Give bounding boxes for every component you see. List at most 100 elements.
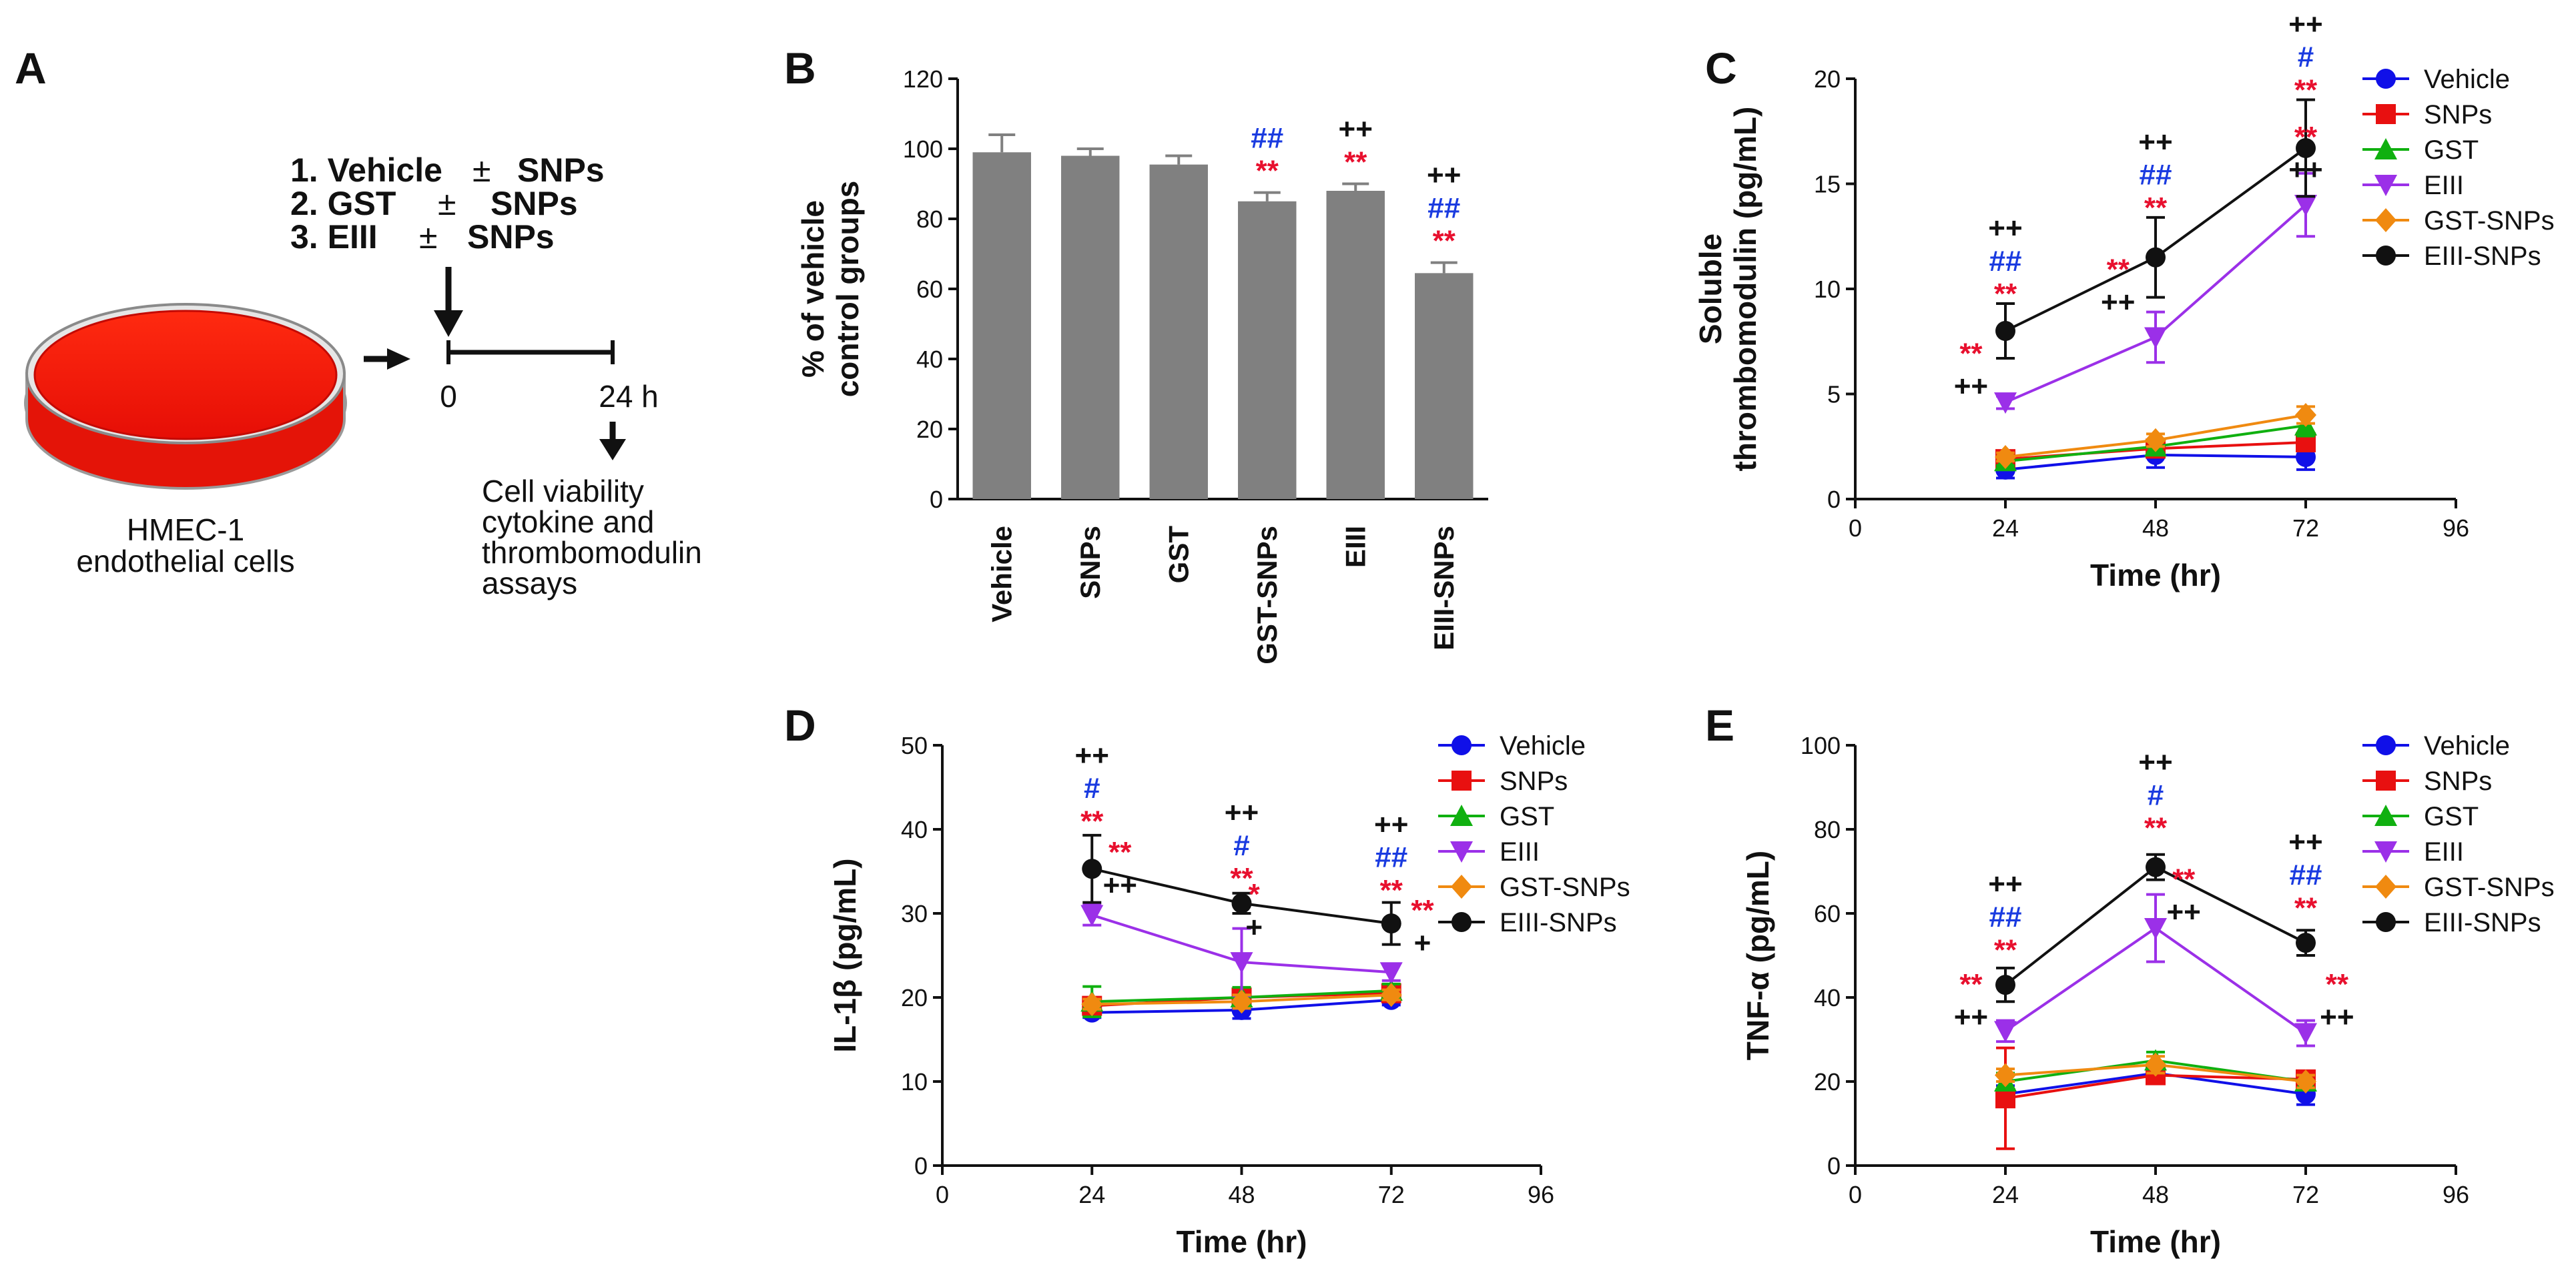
significance-marker: ## xyxy=(1989,245,2022,278)
y-tick-label: 80 xyxy=(1814,816,1841,843)
significance-marker: ** xyxy=(1380,874,1403,907)
bar xyxy=(1149,164,1208,499)
data-point xyxy=(1995,1063,2016,1088)
x-tick-label: 72 xyxy=(2292,1181,2319,1208)
x-tick-label: 0 xyxy=(936,1181,949,1208)
significance-marker: ++ xyxy=(2101,286,2135,319)
data-point xyxy=(2374,805,2397,826)
y-axis-title: IL-1β (pg/mL) xyxy=(828,858,862,1052)
data-point xyxy=(1379,962,1403,984)
significance-marker: ++ xyxy=(1339,113,1373,145)
category-label: GST xyxy=(1163,526,1194,584)
assay-arrow-head-icon xyxy=(599,439,626,460)
legend-label: SNPs xyxy=(2424,100,2492,129)
series-eiii xyxy=(1994,171,2317,414)
y-tick-label: 20 xyxy=(916,416,943,443)
chart-c-thrombomodulin: 0 5 10 15 20 Soluble thrombomodulin (pg/mL) 0 24… xyxy=(1693,8,2555,592)
significance-marker: ++ xyxy=(1954,1001,1988,1033)
data-point xyxy=(1081,992,1103,1017)
assay-label-3: thrombomodulin xyxy=(482,535,702,570)
legend-label: GST xyxy=(1500,802,1554,831)
petri-dish-icon xyxy=(24,303,347,490)
y-axis-title: Soluble xyxy=(1693,234,1728,344)
data-point xyxy=(1994,392,2017,414)
significance-marker: ++ xyxy=(2288,8,2322,41)
legend-label: Vehicle xyxy=(2424,65,2510,94)
data-point xyxy=(2296,137,2316,158)
x-tick-label: 72 xyxy=(1378,1181,1405,1208)
y-tick-label: 40 xyxy=(1814,984,1841,1011)
y-tick-label: 40 xyxy=(916,346,943,373)
significance-marker: ## xyxy=(1427,191,1460,224)
data-point xyxy=(2295,1070,2316,1094)
chart-b-bar: 0 20 40 60 80 100 120 % of vehicle control group… xyxy=(795,65,1488,665)
legend: Vehicle SNPs GST EIII GST-SNPs EIII-SNPs xyxy=(2362,65,2555,271)
significance-marker: ++ xyxy=(1954,370,1988,403)
pm-symbol-3: ± xyxy=(419,218,437,256)
bar xyxy=(1326,191,1385,499)
x-tick-label: 24 xyxy=(1992,1181,2019,1208)
bar xyxy=(972,152,1031,499)
significance-marker: ++ xyxy=(2320,1001,2354,1033)
significance-marker: ++ xyxy=(1988,868,2022,901)
x-tick-label: 96 xyxy=(1528,1181,1554,1208)
data-point xyxy=(2294,1023,2317,1045)
x-tick-label: 24 xyxy=(1992,514,2019,542)
data-point xyxy=(2144,918,2167,940)
data-point xyxy=(2376,912,2396,932)
snps-target-3: SNPs xyxy=(467,218,555,256)
assay-label-2: cytokine and xyxy=(482,504,654,539)
cell-label-1: HMEC-1 xyxy=(127,512,244,547)
legend-label: SNPs xyxy=(1500,767,1568,796)
y-tick-label: 10 xyxy=(1814,276,1841,303)
significance-marker: ** xyxy=(1230,862,1253,895)
data-point xyxy=(2374,175,2397,196)
legend-label: EIII xyxy=(1500,837,1540,867)
significance-marker: ++ xyxy=(2138,125,2172,158)
legend-label: GST-SNPs xyxy=(2424,206,2555,236)
y-tick-label: 100 xyxy=(1801,732,1841,759)
x-tick-label: 48 xyxy=(1228,1181,1255,1208)
significance-marker: ++ xyxy=(2138,746,2172,779)
cell-label-2: endothelial cells xyxy=(76,544,294,578)
data-point xyxy=(1995,1088,2015,1109)
significance-marker: ** xyxy=(1994,933,2017,966)
significance-marker: ## xyxy=(2140,159,2172,191)
series-gst-snps xyxy=(1995,403,2316,469)
significance-marker: ++ xyxy=(1103,869,1137,901)
significance-marker: ++ xyxy=(1075,739,1109,772)
significance-marker: ** xyxy=(2144,191,2168,224)
data-point xyxy=(1451,875,1472,899)
timeline-end-label: 24 h xyxy=(599,379,659,414)
series-gst-snps xyxy=(1995,1052,2316,1094)
y-axis-title: control groups xyxy=(830,181,865,398)
y-tick-label: 20 xyxy=(901,984,928,1011)
series-eiii-snps xyxy=(1995,853,2316,1003)
bar xyxy=(1238,201,1297,499)
significance-marker: ** xyxy=(1108,836,1132,869)
y-tick-label: 0 xyxy=(1827,1152,1841,1180)
series-eiii-snps xyxy=(1082,833,1401,946)
category-label: SNPs xyxy=(1074,526,1106,599)
significance-marker: ** xyxy=(1433,225,1456,258)
chart-e-tnfa: 0 20 40 60 80 100 TNF-α (pg/mL) 0 24 48 72 96 Time (… xyxy=(1740,731,2555,1259)
y-tick-label: 0 xyxy=(1827,486,1841,513)
x-tick-label: 96 xyxy=(2443,514,2469,542)
significance-marker: ++ xyxy=(2288,153,2322,186)
legend-label: Vehicle xyxy=(2424,731,2510,761)
y-tick-label: 50 xyxy=(901,732,928,759)
data-point xyxy=(1995,445,2016,469)
significance-marker: ** xyxy=(1256,155,1279,187)
significance-marker: + xyxy=(1414,927,1431,959)
data-point xyxy=(2376,104,2396,124)
data-point xyxy=(1381,913,1401,934)
series-eiii xyxy=(1994,893,2317,1047)
y-tick-label: 60 xyxy=(916,276,943,303)
y-tick-label: 40 xyxy=(901,816,928,843)
panel-a: A 1. Vehicle 2. GST 3. EIII ± ± ± SNPs S… xyxy=(15,43,702,600)
significance-marker: ** xyxy=(1994,278,2017,310)
y-tick-label: 20 xyxy=(1814,1068,1841,1096)
data-point xyxy=(1380,983,1402,1007)
data-point xyxy=(2146,247,2166,268)
y-axis-title: % of vehicle xyxy=(795,200,830,378)
